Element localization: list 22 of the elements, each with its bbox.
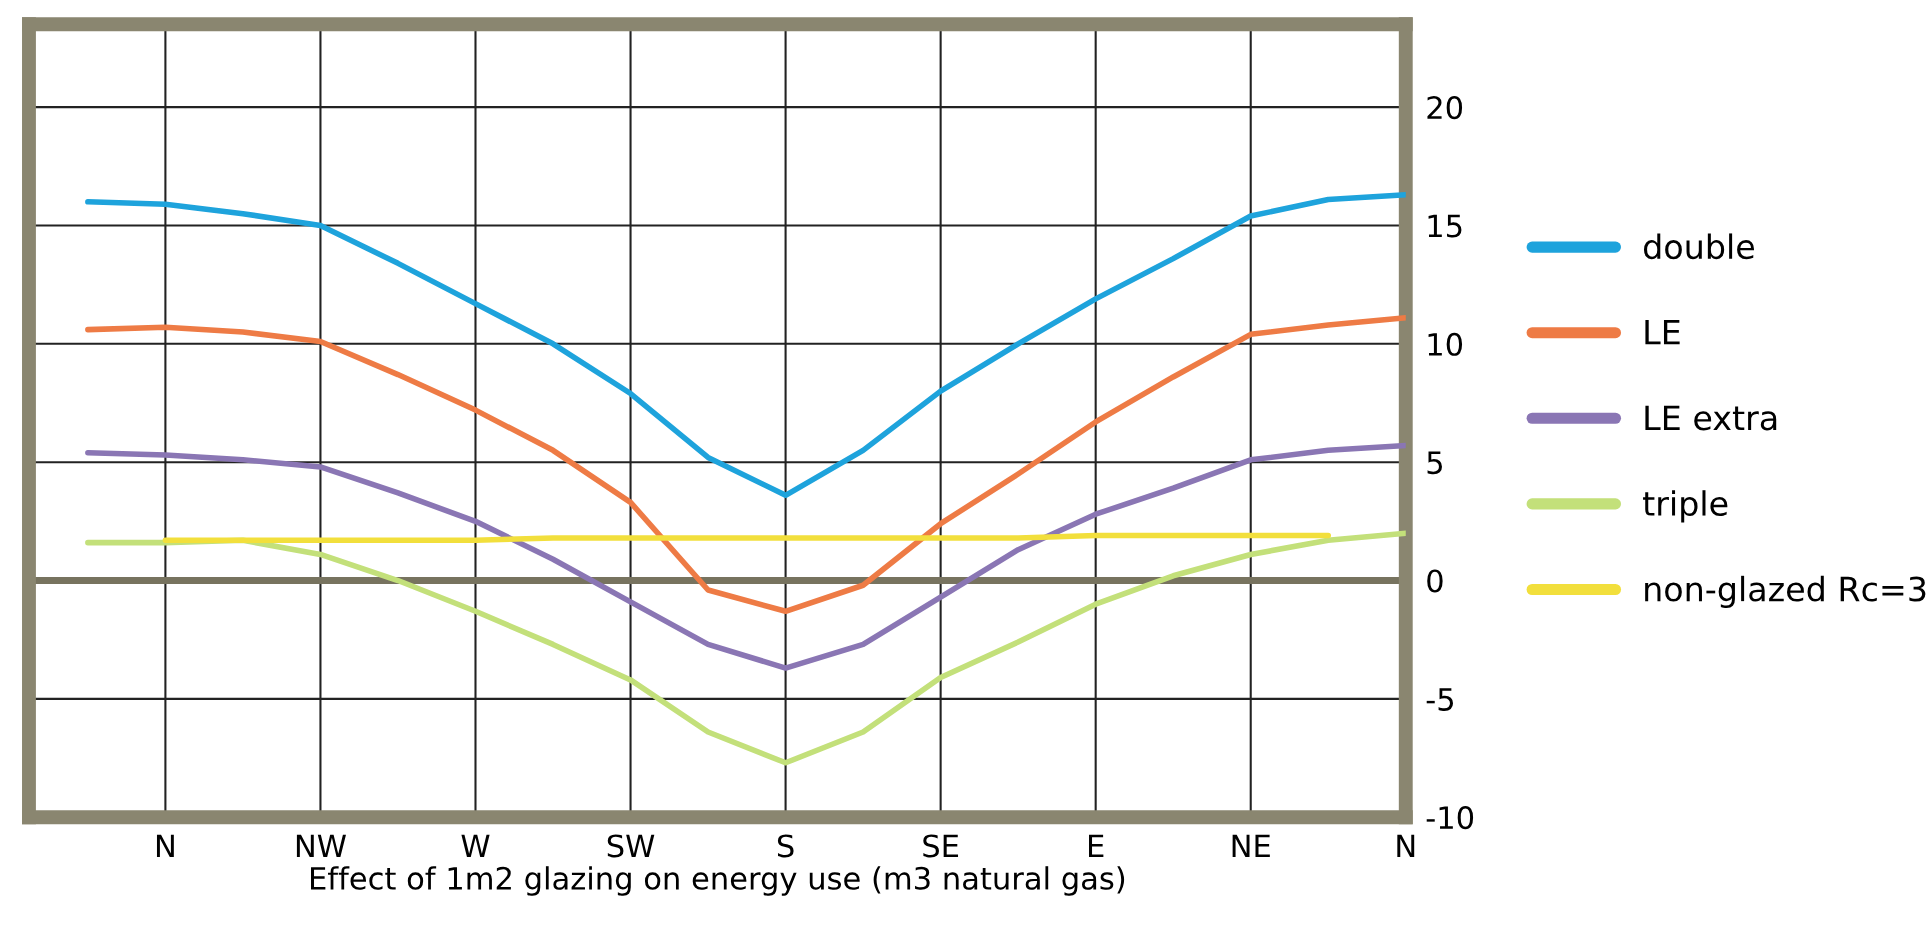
y-tick-label: -5: [1426, 688, 1454, 711]
legend-label: LE: [1645, 320, 1680, 345]
legend-label: double: [1643, 233, 1754, 260]
x-tick-label: NW: [296, 834, 346, 858]
y-tick-label: 20: [1427, 96, 1463, 120]
x-tick-label: E: [1089, 834, 1104, 858]
legend-label: triple: [1643, 490, 1728, 523]
x-tick-label: W: [461, 834, 490, 858]
x-tick-label: S: [777, 834, 794, 858]
y-tick-label: 5: [1427, 451, 1442, 475]
legend-label: LE extra: [1645, 405, 1777, 431]
x-tick-label: NE: [1232, 834, 1270, 858]
x-axis-title: Effect of 1m2 glazing on energy use (m3 natural gas): [311, 866, 1125, 896]
y-tick-label: 15: [1428, 214, 1462, 238]
x-tick-label: SE: [923, 834, 959, 858]
legend-label: non-glazed Rc=3: [1645, 575, 1926, 609]
x-tick-label: N: [156, 834, 174, 858]
x-tick-label: N: [1397, 834, 1415, 858]
y-tick-label: -10: [1426, 806, 1474, 830]
x-tick-label: SW: [607, 834, 655, 858]
y-tick-label: 0: [1427, 569, 1443, 593]
y-tick-label: 10: [1428, 332, 1463, 356]
